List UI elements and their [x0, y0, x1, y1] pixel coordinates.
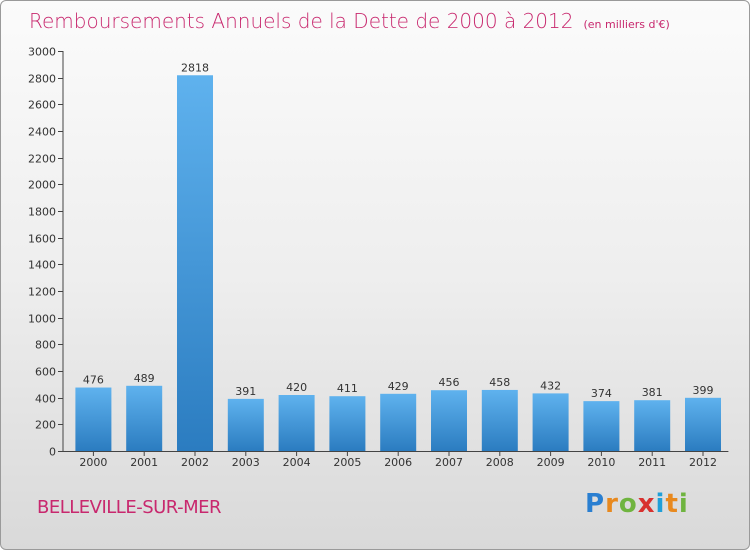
chart-title: Remboursements Annuels de la Dette de 20… [29, 9, 670, 33]
y-tick-label: 800 [35, 339, 56, 352]
bar [126, 385, 163, 451]
y-tick-label: 0 [49, 446, 56, 459]
x-tick-label: 2006 [384, 456, 412, 469]
y-tick-label: 1800 [28, 206, 56, 219]
y-tick-label: 600 [35, 366, 56, 379]
x-tick-label: 2004 [283, 456, 311, 469]
bar-value-label: 429 [388, 380, 409, 393]
bar-value-label: 381 [642, 386, 663, 399]
bar-value-label: 420 [286, 381, 307, 394]
bar-value-label: 489 [134, 372, 155, 385]
bar [75, 387, 112, 451]
y-tick-label: 1000 [28, 313, 56, 326]
x-tick-label: 2001 [130, 456, 158, 469]
bar-value-label: 411 [337, 382, 358, 395]
bar [278, 395, 315, 451]
bar [583, 401, 620, 451]
logo-letter: i [678, 489, 689, 519]
x-tick-label: 2011 [638, 456, 666, 469]
y-tick-label: 400 [35, 393, 56, 406]
bar [380, 393, 417, 451]
proxiti-logo: Proxiti [585, 489, 689, 519]
y-tick-label: 2800 [28, 73, 56, 86]
logo-letter: P [585, 489, 606, 519]
x-tick-label: 2010 [587, 456, 615, 469]
y-tick-label: 200 [35, 419, 56, 432]
chart-title-unit: (en milliers d'€) [583, 18, 670, 31]
logo-letter: i [655, 489, 666, 519]
x-tick-label: 2005 [333, 456, 361, 469]
x-tick-label: 2012 [689, 456, 717, 469]
y-tick-label: 2000 [28, 179, 56, 192]
bar-value-label: 456 [439, 376, 460, 389]
logo-letter: o [618, 489, 638, 519]
city-name: BELLEVILLE-SUR-MER [37, 497, 221, 518]
bar [685, 397, 721, 451]
y-tick-label: 2600 [28, 99, 56, 112]
bar-value-label: 458 [489, 376, 510, 389]
y-tick-label: 2400 [28, 126, 56, 139]
bar [227, 398, 264, 451]
x-tick-label: 2008 [486, 456, 514, 469]
bar-value-label: 476 [83, 374, 104, 387]
bar [634, 400, 671, 451]
x-tick-label: 2003 [232, 456, 260, 469]
bar [481, 389, 518, 451]
bar-value-label: 2818 [181, 61, 209, 74]
bar-value-label: 374 [591, 387, 612, 400]
y-tick-label: 1200 [28, 286, 56, 299]
x-tick-label: 2002 [181, 456, 209, 469]
bar [329, 396, 366, 451]
bar [532, 393, 569, 451]
bar-value-label: 399 [693, 384, 714, 397]
logo-letter: r [605, 489, 619, 519]
logo-letter: x [637, 489, 656, 519]
bar-value-label: 432 [540, 379, 561, 392]
y-tick-label: 1600 [28, 233, 56, 246]
x-tick-label: 2009 [537, 456, 565, 469]
x-tick-label: 2007 [435, 456, 463, 469]
bar [177, 75, 213, 452]
bar-value-label: 391 [235, 385, 256, 398]
y-tick-label: 2200 [28, 153, 56, 166]
y-tick-label: 1400 [28, 259, 56, 272]
bar [431, 390, 467, 451]
logo-letter: t [665, 489, 679, 519]
y-tick-label: 3000 [28, 46, 56, 59]
x-tick-label: 2000 [79, 456, 107, 469]
chart-title-main: Remboursements Annuels de la Dette de 20… [29, 9, 574, 33]
